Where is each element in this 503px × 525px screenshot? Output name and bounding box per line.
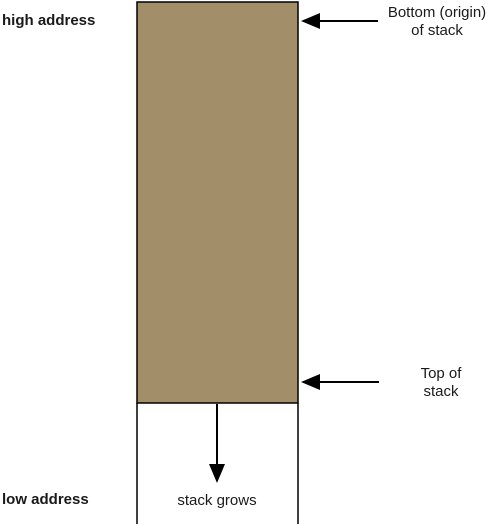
bottom-of-stack-label: Bottom (origin) of stack — [374, 4, 500, 40]
arrow-down-icon — [209, 404, 225, 483]
bottom-of-stack-line1: Bottom (origin) — [387, 4, 487, 21]
top-of-stack-line2: stack — [423, 383, 459, 400]
arrow-left-icon — [301, 374, 379, 390]
stack-unused-region — [136, 403, 299, 524]
arrow-left-icon — [301, 13, 378, 29]
stack-grows-label: stack grows — [177, 492, 257, 509]
low-address-label: low address — [2, 491, 89, 508]
top-of-stack-label: Top of stack — [398, 365, 484, 401]
top-of-stack-line1: Top of — [420, 365, 462, 382]
stack-used-region — [136, 1, 299, 404]
bottom-of-stack-line2: of stack — [411, 22, 463, 39]
high-address-label: high address — [2, 12, 96, 29]
